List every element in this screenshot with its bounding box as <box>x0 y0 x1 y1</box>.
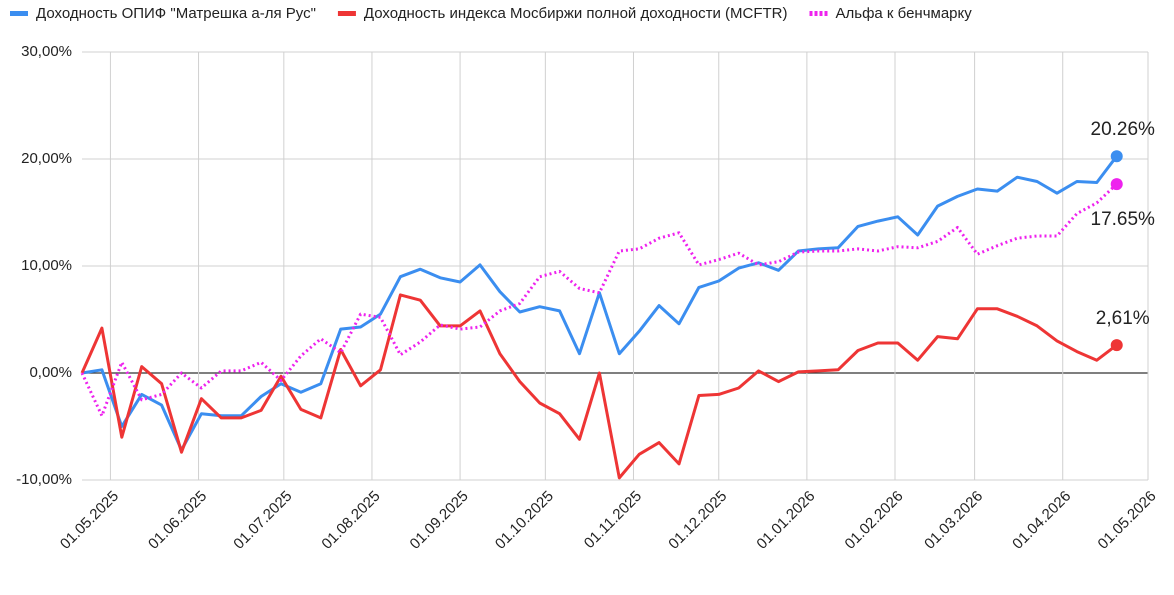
series-line <box>80 183 1118 418</box>
x-tick-label: 01.04.2026 <box>1009 488 1074 553</box>
y-tick-label: -10,00% <box>16 471 72 488</box>
x-tick-label: 01.05.2025 <box>57 488 122 553</box>
x-tick-label: 01.09.2025 <box>407 488 472 553</box>
y-tick-label: 10,00% <box>21 257 72 274</box>
legend-swatch <box>10 11 28 16</box>
legend-label: Доходность ОПИФ "Матрешка а-ля Рус" <box>36 5 316 22</box>
legend-swatch <box>819 11 823 16</box>
legend-swatch <box>809 11 813 16</box>
end-marker <box>1110 178 1123 191</box>
legend-swatch <box>814 11 818 16</box>
y-tick-label: 20,00% <box>21 150 72 167</box>
x-tick-label: 01.10.2025 <box>492 488 557 553</box>
y-tick-label: 30,00% <box>21 43 72 60</box>
legend-swatch <box>824 11 828 16</box>
data-label: 20.26% <box>1091 119 1156 140</box>
x-tick-label: 01.06.2025 <box>145 488 210 553</box>
series-line <box>80 293 1118 480</box>
legend-swatch <box>337 11 356 16</box>
end-marker <box>1110 150 1123 163</box>
x-tick-label: 01.03.2026 <box>921 488 986 553</box>
legend-label: Доходность индекса Мосбиржи полной доход… <box>364 5 788 22</box>
data-label: 17.65% <box>1091 209 1156 230</box>
end-marker <box>1110 339 1123 352</box>
x-tick-label: 01.11.2025 <box>581 488 645 552</box>
legend-label: Альфа к бенчмарку <box>836 5 973 22</box>
series-line <box>81 155 1118 452</box>
x-tick-label: 01.07.2025 <box>230 488 295 553</box>
x-tick-label: 01.01.2026 <box>753 488 818 553</box>
x-tick-label: 01.08.2025 <box>318 488 383 553</box>
data-label: 2,61% <box>1096 308 1150 329</box>
x-tick-label: 01.05.2026 <box>1095 488 1160 553</box>
x-tick-label: 01.02.2026 <box>842 488 907 553</box>
x-tick-label: 01.12.2025 <box>665 488 730 553</box>
y-tick-label: 0,00% <box>29 364 72 381</box>
